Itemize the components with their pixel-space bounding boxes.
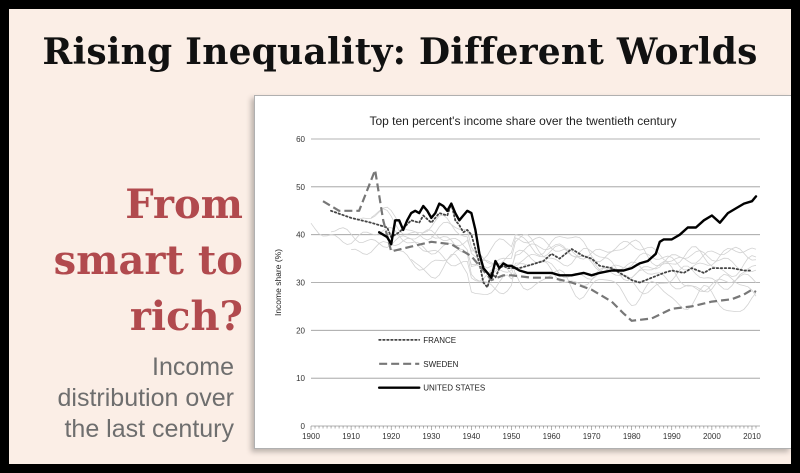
x-tick-label: 1970 xyxy=(583,432,601,441)
y-axis-label: Income share (%) xyxy=(273,249,283,316)
chart-title: Top ten percent's income share over the … xyxy=(369,114,676,128)
x-axis-ticks: 1900 1910 1920 1930 1940 1950 1960 1970 1980 1990… xyxy=(302,426,761,441)
legend-label: FRANCE xyxy=(423,336,456,345)
y-axis-ticks: 0 10 20 30 40 50 60 xyxy=(296,135,305,431)
x-tick-label: 1930 xyxy=(422,432,440,441)
x-tick-label: 2000 xyxy=(703,432,721,441)
other-country-line xyxy=(359,206,757,297)
headline-line-2: smart to xyxy=(53,237,243,284)
y-tick-label: 0 xyxy=(301,422,306,431)
y-tick-label: 50 xyxy=(296,183,305,192)
chart-frame: Top ten percent's income share over the … xyxy=(254,95,791,449)
headline: From smart to rich? xyxy=(54,177,243,345)
chart-legend: FRANCE SWEDEN UNITED STATES xyxy=(377,336,485,393)
chart-series xyxy=(322,169,758,322)
series-line-sweden xyxy=(322,169,757,322)
y-tick-label: 10 xyxy=(296,374,305,383)
slide: Rising Inequality: Different Worlds From… xyxy=(9,9,791,464)
other-countries-lines xyxy=(310,206,757,313)
x-tick-label: 1920 xyxy=(382,432,400,441)
y-tick-label: 20 xyxy=(296,326,305,335)
series-line-united-states xyxy=(378,195,758,279)
x-tick-label: 1990 xyxy=(663,432,681,441)
series-line-france xyxy=(330,202,753,289)
subtext-line-3: the last century xyxy=(64,415,234,443)
headline-line-1: From xyxy=(125,181,243,228)
x-tick-label: 1940 xyxy=(462,432,480,441)
legend-label: SWEDEN xyxy=(423,360,458,369)
y-tick-label: 60 xyxy=(296,135,305,144)
other-country-line xyxy=(410,254,757,313)
other-country-line xyxy=(330,227,757,267)
income-share-chart: Top ten percent's income share over the … xyxy=(273,114,761,441)
x-tick-label: 2010 xyxy=(743,432,761,441)
other-country-line xyxy=(351,237,757,293)
chart-grid xyxy=(311,138,760,427)
subtext-line-2: distribution over xyxy=(57,384,234,412)
x-tick-label: 1910 xyxy=(342,432,360,441)
subtext: Income distribution over the last centur… xyxy=(58,352,234,445)
x-tick-label: 1900 xyxy=(302,432,320,441)
x-tick-label: 1960 xyxy=(543,432,561,441)
y-tick-label: 30 xyxy=(296,279,305,288)
headline-line-3: rich? xyxy=(129,293,243,340)
x-tick-label: 1980 xyxy=(623,432,641,441)
other-country-line xyxy=(370,208,757,278)
other-country-line xyxy=(391,248,757,295)
legend-label: UNITED STATES xyxy=(423,384,485,393)
x-tick-label: 1950 xyxy=(503,432,521,441)
slide-title: Rising Inequality: Different Worlds xyxy=(42,31,758,73)
subtext-line-1: Income xyxy=(152,353,234,381)
y-tick-label: 40 xyxy=(296,231,305,240)
other-country-line xyxy=(310,222,757,275)
